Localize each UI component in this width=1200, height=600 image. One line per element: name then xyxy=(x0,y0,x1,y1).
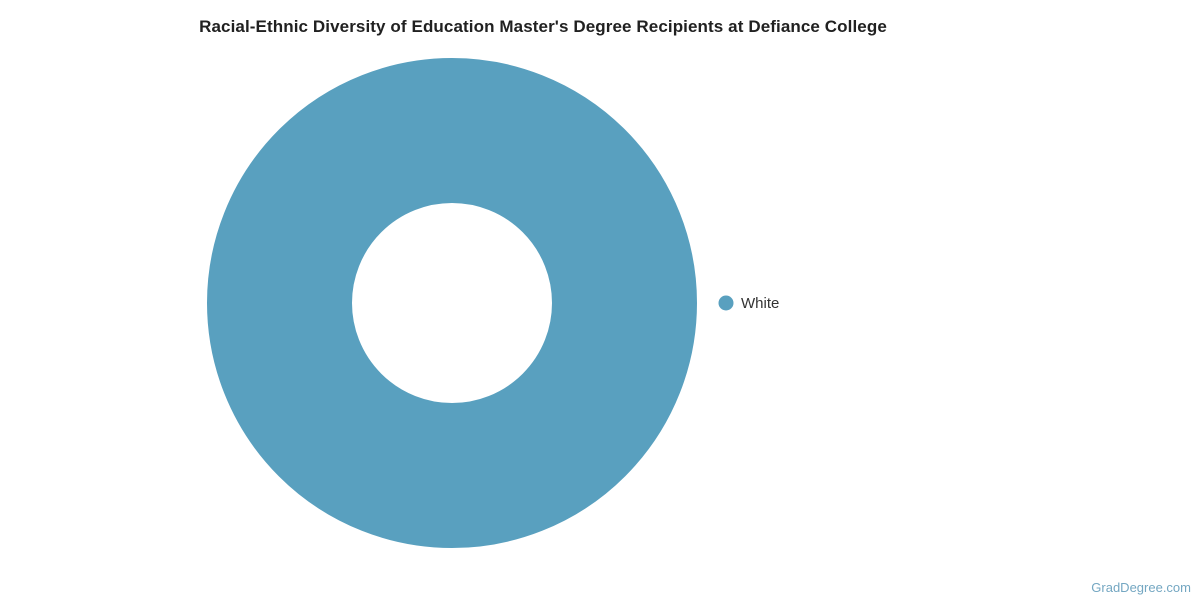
legend: White xyxy=(718,292,779,314)
chart-title: Racial-Ethnic Diversity of Education Mas… xyxy=(199,17,887,36)
donut-chart xyxy=(207,58,697,548)
legend-marker-circle xyxy=(718,295,734,311)
legend-marker-icon xyxy=(718,295,734,311)
legend-label: White xyxy=(741,294,780,312)
legend-item-white[interactable]: White xyxy=(718,295,779,312)
donut-slice-white xyxy=(207,58,697,548)
watermark-link[interactable]: GradDegree.com xyxy=(1091,580,1191,595)
